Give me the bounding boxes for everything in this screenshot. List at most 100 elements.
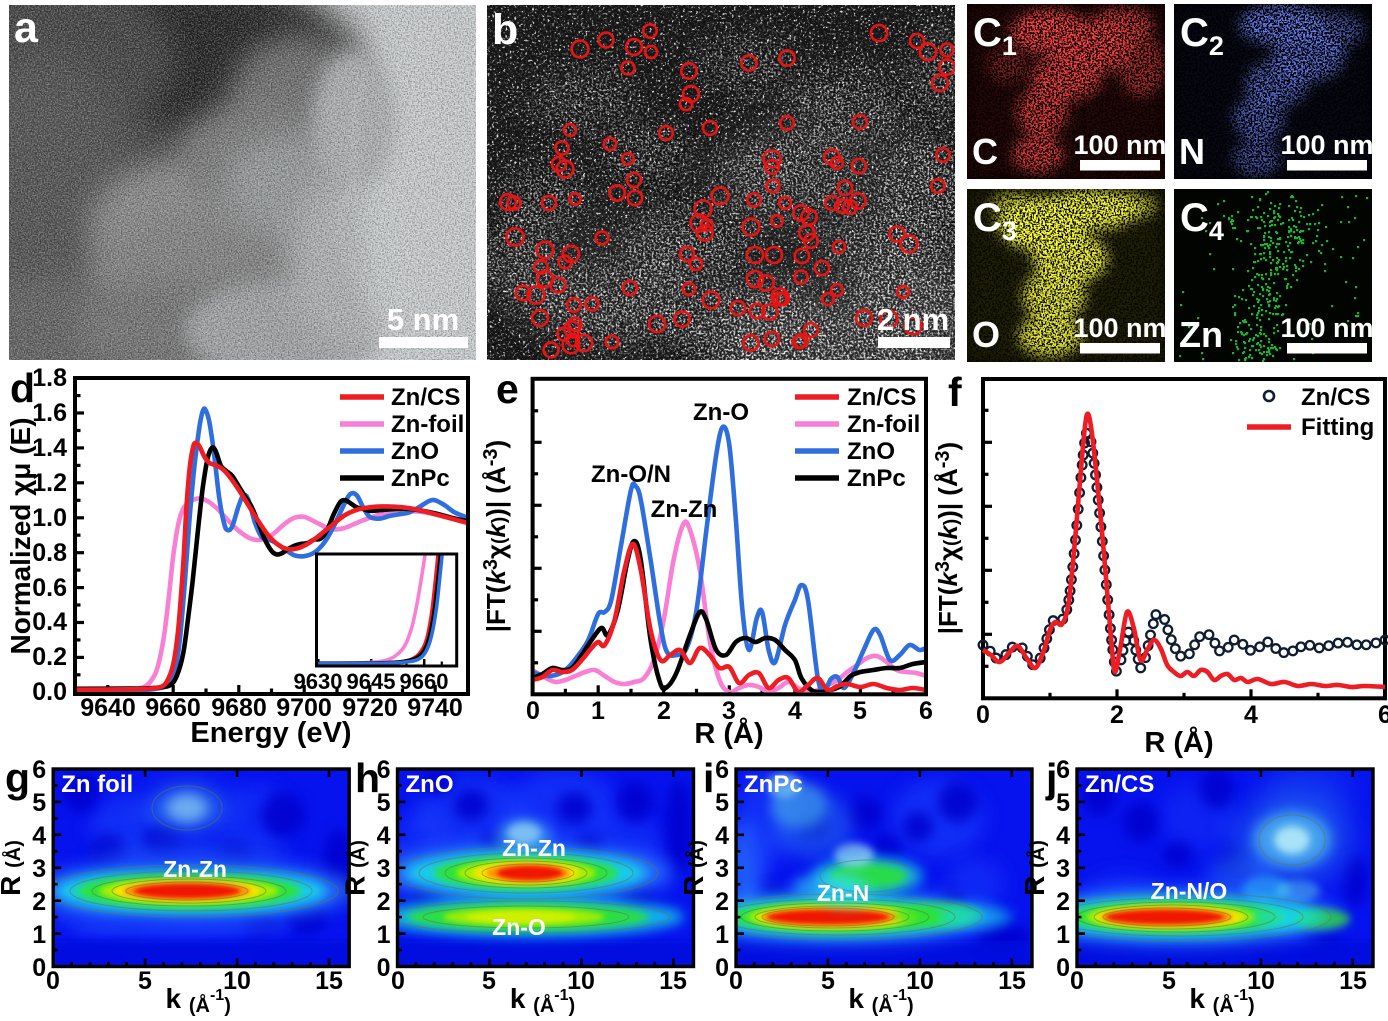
svg-text:Zn-O: Zn-O	[693, 399, 749, 426]
svg-text:1.0: 1.0	[32, 504, 67, 532]
svg-text:|FT(k3χ(k))| (Å-3): |FT(k3χ(k))| (Å-3)	[932, 442, 963, 634]
svg-text:1: 1	[591, 697, 605, 725]
svg-text:1.8: 1.8	[32, 364, 67, 392]
svg-text:2: 2	[1110, 701, 1124, 729]
svg-text:ZnPc: ZnPc	[744, 771, 803, 798]
svg-text:e: e	[496, 366, 519, 412]
svg-text:1.4: 1.4	[32, 434, 67, 462]
svg-text:Zn-Zn: Zn-Zn	[651, 496, 718, 523]
svg-text:R (Å): R (Å)	[1019, 840, 1050, 896]
svg-text:10: 10	[906, 967, 934, 995]
svg-text:N: N	[1179, 131, 1205, 172]
svg-text:j: j	[1045, 755, 1057, 801]
svg-text:0: 0	[391, 967, 405, 995]
svg-text:9740: 9740	[407, 694, 463, 722]
svg-text:Zn foil: Zn foil	[61, 771, 133, 798]
svg-text:5: 5	[32, 789, 46, 817]
svg-text:0.0: 0.0	[32, 678, 67, 706]
svg-text:0: 0	[377, 954, 391, 982]
svg-text:0.6: 0.6	[32, 574, 67, 602]
svg-text:0: 0	[32, 954, 46, 982]
svg-text:4: 4	[377, 822, 391, 850]
svg-text:b: b	[492, 6, 518, 54]
svg-text:4: 4	[1244, 701, 1258, 729]
svg-text:100 nm: 100 nm	[1073, 313, 1166, 343]
svg-text:R (Å): R (Å)	[1144, 726, 1213, 759]
svg-text:0.4: 0.4	[32, 608, 67, 636]
svg-text:5: 5	[1162, 967, 1176, 995]
svg-text:f: f	[948, 369, 962, 415]
svg-text:100 nm: 100 nm	[1280, 313, 1373, 343]
svg-text:|FT(k3χ(k))| (Å-3): |FT(k3χ(k))| (Å-3)	[480, 440, 511, 632]
svg-text:0: 0	[976, 701, 990, 729]
svg-text:4: 4	[1056, 822, 1070, 850]
svg-text:Energy (eV): Energy (eV)	[190, 717, 351, 749]
svg-text:1: 1	[32, 921, 46, 949]
svg-text:0: 0	[729, 967, 743, 995]
svg-text:Zn-O: Zn-O	[492, 914, 546, 940]
svg-text:2: 2	[377, 888, 391, 916]
svg-text:0.8: 0.8	[32, 539, 67, 567]
svg-text:6: 6	[715, 756, 729, 784]
svg-text:O: O	[972, 314, 1000, 355]
svg-text:Zn: Zn	[1179, 314, 1223, 355]
svg-text:0: 0	[715, 954, 729, 982]
svg-text:d: d	[10, 365, 35, 411]
svg-text:Normalized χμ (E): Normalized χμ (E)	[5, 417, 36, 654]
svg-text:5: 5	[715, 789, 729, 817]
svg-text:6: 6	[32, 756, 46, 784]
svg-text:9700: 9700	[276, 694, 332, 722]
svg-text:3: 3	[715, 855, 729, 883]
svg-text:15: 15	[1339, 967, 1367, 995]
svg-text:R (Å): R (Å)	[340, 840, 371, 896]
svg-text:5: 5	[853, 697, 867, 725]
svg-text:9630: 9630	[294, 669, 343, 694]
svg-text:Zn-Zn: Zn-Zn	[163, 856, 227, 882]
svg-text:ZnPc: ZnPc	[847, 465, 906, 492]
svg-text:k (Å-1): k (Å-1)	[166, 983, 231, 1016]
svg-text:3: 3	[722, 697, 736, 725]
svg-text:5: 5	[482, 967, 496, 995]
svg-text:3: 3	[377, 855, 391, 883]
svg-text:2 nm: 2 nm	[877, 302, 949, 337]
svg-text:Zn-Zn: Zn-Zn	[502, 835, 566, 861]
svg-text:9660: 9660	[145, 694, 201, 722]
svg-text:5: 5	[377, 789, 391, 817]
svg-text:Zn-foil: Zn-foil	[847, 411, 920, 438]
svg-text:3: 3	[32, 855, 46, 883]
svg-text:0: 0	[46, 967, 60, 995]
svg-text:15: 15	[315, 967, 343, 995]
svg-text:Zn/CS: Zn/CS	[1085, 771, 1154, 798]
svg-text:100 nm: 100 nm	[1073, 130, 1166, 160]
svg-text:0: 0	[1070, 967, 1084, 995]
svg-text:5: 5	[138, 967, 152, 995]
svg-text:5 nm: 5 nm	[387, 302, 459, 337]
svg-text:4: 4	[715, 822, 729, 850]
svg-text:0.2: 0.2	[32, 643, 67, 671]
svg-text:1: 1	[1056, 921, 1070, 949]
svg-text:100 nm: 100 nm	[1280, 130, 1373, 160]
svg-text:Zn/CS: Zn/CS	[847, 384, 916, 411]
svg-text:Zn-N: Zn-N	[817, 880, 869, 906]
svg-text:2: 2	[715, 888, 729, 916]
svg-text:5: 5	[1056, 789, 1070, 817]
svg-text:10: 10	[1247, 967, 1275, 995]
svg-text:9720: 9720	[342, 694, 398, 722]
svg-text:6: 6	[919, 697, 933, 725]
svg-text:1: 1	[377, 921, 391, 949]
svg-text:ZnO: ZnO	[847, 438, 895, 465]
svg-text:ZnO: ZnO	[406, 771, 454, 798]
svg-text:1: 1	[715, 921, 729, 949]
svg-text:i: i	[703, 755, 714, 801]
svg-text:C: C	[972, 131, 998, 172]
svg-text:0: 0	[526, 697, 540, 725]
svg-text:9660: 9660	[400, 669, 449, 694]
svg-text:9640: 9640	[80, 694, 136, 722]
svg-text:Zn-O/N: Zn-O/N	[591, 461, 671, 488]
svg-text:Zn/CS: Zn/CS	[391, 384, 460, 411]
svg-text:3: 3	[1056, 855, 1070, 883]
svg-text:15: 15	[659, 967, 687, 995]
svg-text:2: 2	[657, 697, 671, 725]
svg-text:g: g	[5, 755, 30, 801]
svg-text:2: 2	[32, 888, 46, 916]
